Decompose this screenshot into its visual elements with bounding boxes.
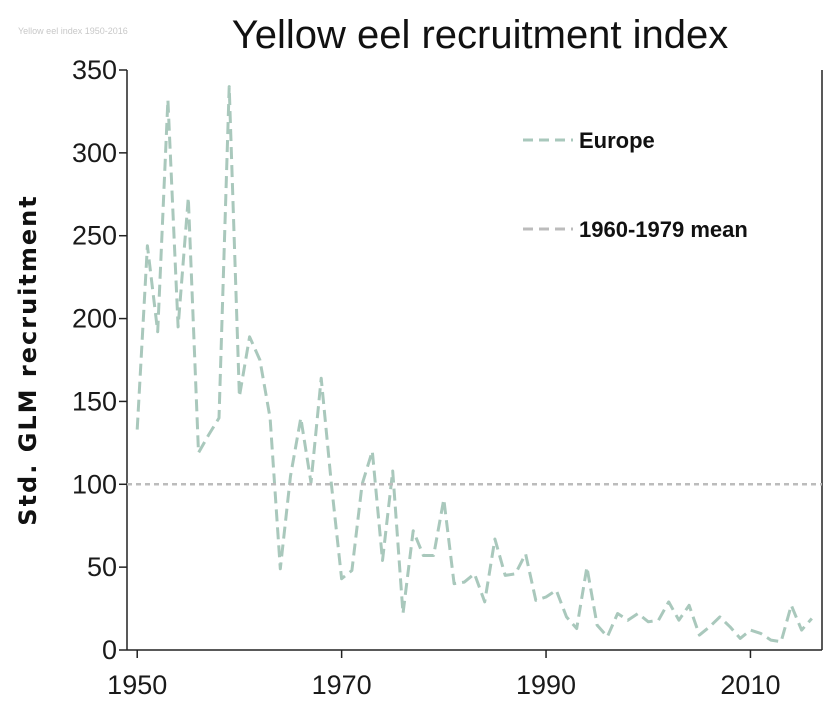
y-ticks: 0 50 100 150 200 250 300 350 [72, 55, 127, 665]
y-tick-label: 50 [87, 552, 117, 582]
y-tick-label: 200 [72, 304, 117, 334]
legend-label-mean: 1960-1979 mean [579, 217, 748, 242]
faint-header-text: Yellow eel index 1950-2016 [18, 26, 128, 36]
x-tick-label: 1950 [107, 670, 167, 700]
x-ticks: 1950 1970 1990 2010 [107, 650, 780, 700]
legend-label-europe: Europe [579, 128, 655, 153]
series-layer [127, 85, 822, 644]
plot-area: 0 50 100 150 200 250 300 350 1950 1970 1990 2010 [72, 55, 823, 700]
y-tick-label: 350 [72, 55, 117, 85]
legend-item-europe: Europe [523, 128, 655, 153]
x-tick-label: 1970 [312, 670, 372, 700]
x-tick-label: 2010 [720, 670, 780, 700]
legend: Europe 1960-1979 mean [523, 128, 748, 242]
legend-item-mean: 1960-1979 mean [523, 217, 748, 242]
y-tick-label: 250 [72, 221, 117, 251]
series-line-europe [135, 85, 813, 644]
y-axis-label: Std. GLM recruitment [14, 194, 42, 525]
chart-title: Yellow eel recruitment index [232, 13, 729, 57]
y-tick-label: 0 [102, 635, 117, 665]
x-tick-label: 1990 [516, 670, 576, 700]
y-tick-label: 150 [72, 386, 117, 416]
y-tick-label: 100 [72, 469, 117, 499]
y-tick-label: 300 [72, 138, 117, 168]
